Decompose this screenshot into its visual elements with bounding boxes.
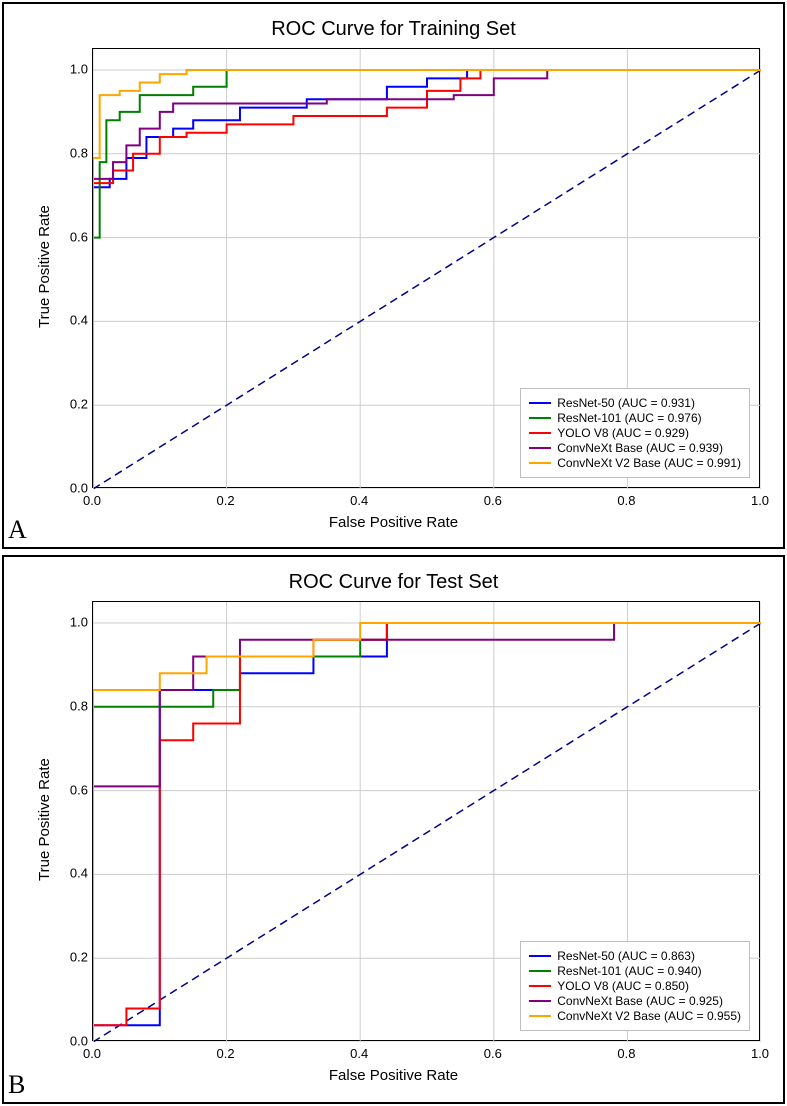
- ytick-label: 0.8: [62, 145, 88, 160]
- legend-label: ResNet-101 (AUC = 0.940): [557, 964, 701, 978]
- legend-swatch: [529, 1000, 551, 1002]
- ylabel: True Positive Rate: [36, 758, 53, 881]
- panel-B: BROC Curve for Test Set0.00.20.40.60.81.…: [2, 555, 785, 1104]
- ylabel: True Positive Rate: [36, 205, 53, 328]
- legend-label: YOLO V8 (AUC = 0.850): [557, 979, 689, 993]
- plot-title: ROC Curve for Test Set: [4, 571, 783, 594]
- xtick-label: 0.8: [617, 493, 635, 508]
- xtick-label: 0.8: [617, 1046, 635, 1061]
- ytick-label: 0.6: [62, 229, 88, 244]
- ytick-label: 0.0: [62, 481, 88, 496]
- legend: ResNet-50 (AUC = 0.931)ResNet-101 (AUC =…: [520, 388, 750, 478]
- legend-swatch: [529, 970, 551, 972]
- legend-swatch: [529, 955, 551, 957]
- legend-swatch: [529, 462, 551, 464]
- ytick-label: 1.0: [62, 614, 88, 629]
- legend-swatch: [529, 417, 551, 419]
- ytick-label: 0.8: [62, 698, 88, 713]
- legend-item: ResNet-50 (AUC = 0.931): [529, 396, 741, 410]
- legend-swatch: [529, 402, 551, 404]
- ytick-label: 0.2: [62, 397, 88, 412]
- legend-label: ResNet-50 (AUC = 0.931): [557, 396, 695, 410]
- plot-title: ROC Curve for Training Set: [4, 18, 783, 41]
- xtick-label: 0.4: [350, 1046, 368, 1061]
- legend-item: ResNet-101 (AUC = 0.940): [529, 964, 741, 978]
- ytick-label: 0.4: [62, 313, 88, 328]
- xlabel: False Positive Rate: [4, 1067, 783, 1084]
- legend-label: ConvNeXt Base (AUC = 0.939): [557, 441, 723, 455]
- legend-swatch: [529, 985, 551, 987]
- legend: ResNet-50 (AUC = 0.863)ResNet-101 (AUC =…: [520, 941, 750, 1031]
- legend-swatch: [529, 447, 551, 449]
- xtick-label: 0.2: [217, 1046, 235, 1061]
- ytick-label: 0.0: [62, 1034, 88, 1049]
- legend-item: ConvNeXt V2 Base (AUC = 0.991): [529, 456, 741, 470]
- panel-A: AROC Curve for Training Set0.00.20.40.60…: [2, 2, 785, 549]
- legend-item: ResNet-50 (AUC = 0.863): [529, 949, 741, 963]
- xtick-label: 0.6: [484, 493, 502, 508]
- ytick-label: 1.0: [62, 61, 88, 76]
- ytick-label: 0.6: [62, 782, 88, 797]
- legend-label: ResNet-101 (AUC = 0.976): [557, 411, 701, 425]
- legend-item: ConvNeXt Base (AUC = 0.939): [529, 441, 741, 455]
- legend-label: ResNet-50 (AUC = 0.863): [557, 949, 695, 963]
- legend-item: ConvNeXt Base (AUC = 0.925): [529, 994, 741, 1008]
- ytick-label: 0.4: [62, 866, 88, 881]
- xtick-label: 0.2: [217, 493, 235, 508]
- xtick-label: 0.4: [350, 493, 368, 508]
- xlabel: False Positive Rate: [4, 514, 783, 531]
- legend-label: YOLO V8 (AUC = 0.929): [557, 426, 689, 440]
- legend-swatch: [529, 1015, 551, 1017]
- legend-swatch: [529, 432, 551, 434]
- xtick-label: 0.6: [484, 1046, 502, 1061]
- figure-container: AROC Curve for Training Set0.00.20.40.60…: [0, 0, 787, 1106]
- ytick-label: 0.2: [62, 950, 88, 965]
- xtick-label: 1.0: [751, 1046, 769, 1061]
- legend-label: ConvNeXt V2 Base (AUC = 0.955): [557, 1009, 741, 1023]
- legend-item: ConvNeXt V2 Base (AUC = 0.955): [529, 1009, 741, 1023]
- legend-label: ConvNeXt Base (AUC = 0.925): [557, 994, 723, 1008]
- legend-item: ResNet-101 (AUC = 0.976): [529, 411, 741, 425]
- xtick-label: 1.0: [751, 493, 769, 508]
- legend-item: YOLO V8 (AUC = 0.929): [529, 426, 741, 440]
- legend-item: YOLO V8 (AUC = 0.850): [529, 979, 741, 993]
- legend-label: ConvNeXt V2 Base (AUC = 0.991): [557, 456, 741, 470]
